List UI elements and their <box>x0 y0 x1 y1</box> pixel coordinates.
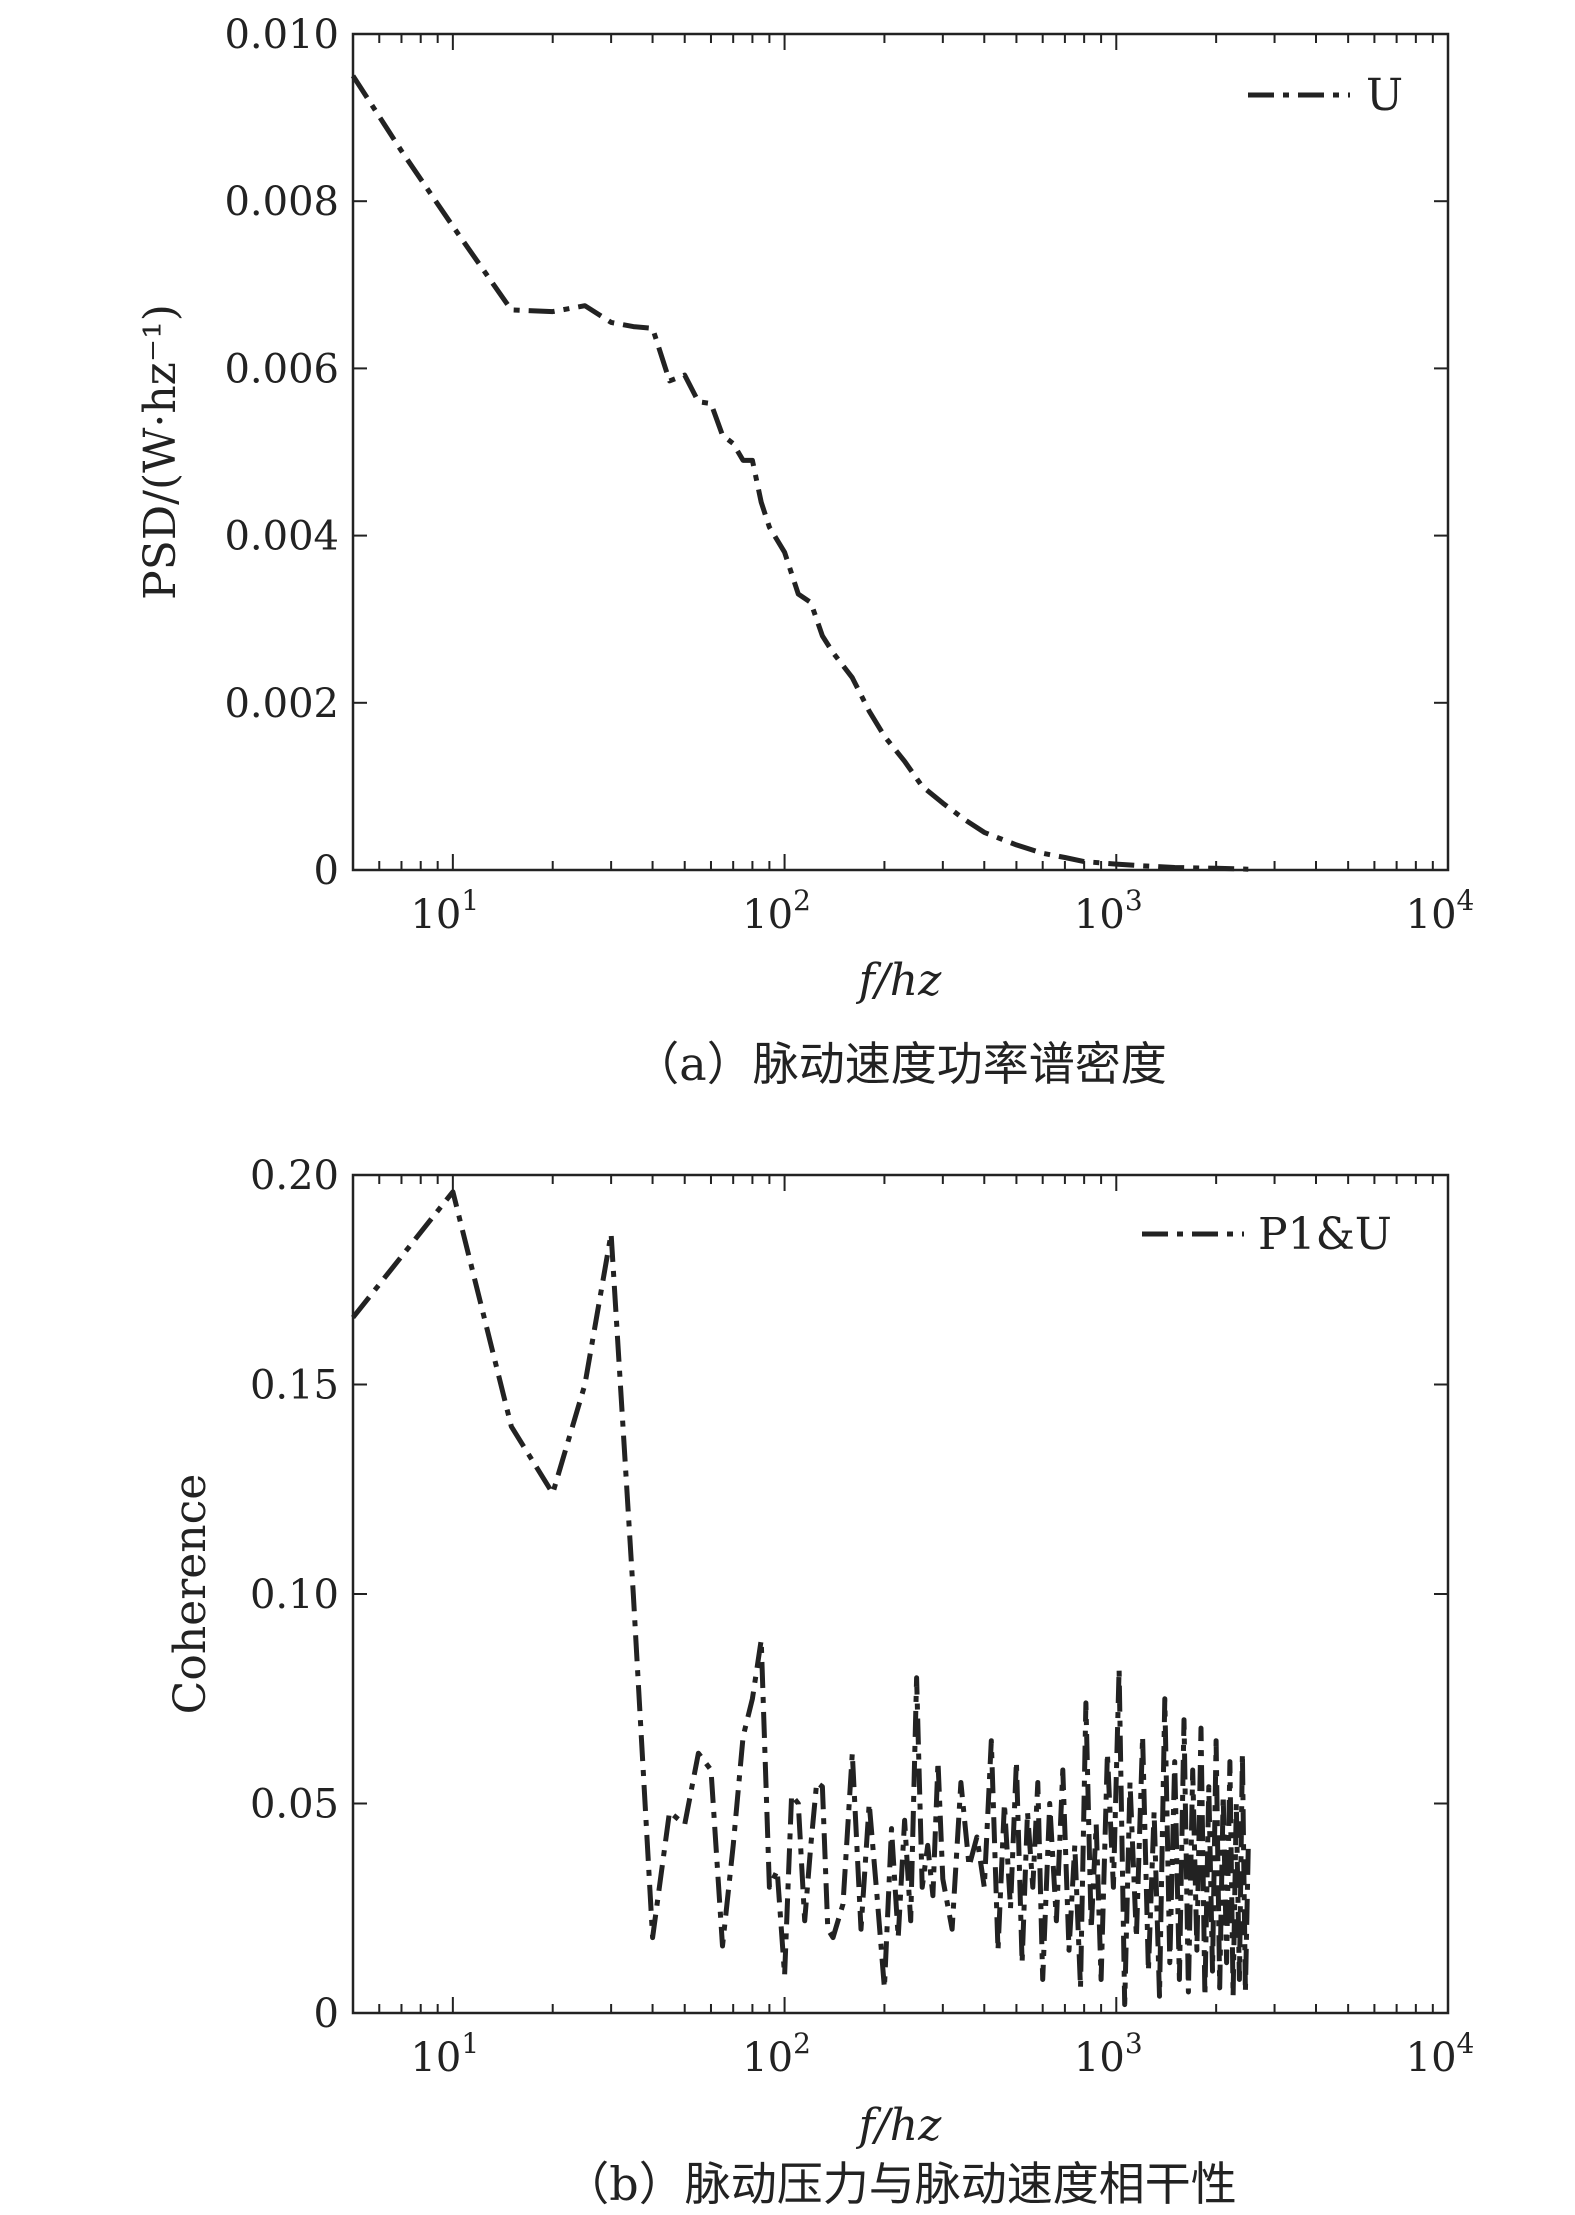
psd-x-tick-label: 101 <box>410 884 479 938</box>
coherence-y-tick-label: 0.10 <box>250 1572 339 1618</box>
coherence-x-axis: 101 102 103 104 <box>352 1175 1475 2081</box>
coherence-caption: （b）脉动压力与脉动速度相干性 <box>563 2157 1236 2211</box>
coherence-x-axis-label: f/hz <box>856 2100 942 2151</box>
psd-y-tick-label: 0 <box>314 848 339 894</box>
psd-y-tick-label: 0.004 <box>224 514 339 560</box>
psd-y-tick-label: 0.006 <box>224 346 339 392</box>
coherence-x-tick-label: 103 <box>1074 2027 1143 2081</box>
coherence-chart-panel: 0 0.05 0.10 0.15 0.20 101 102 103 104 Coherence… <box>165 1153 1474 2211</box>
coherence-legend-label-p1u: P1&U <box>1258 1209 1392 1260</box>
psd-x-axis: 101 102 103 104 <box>352 34 1475 938</box>
coherence-y-tick-label: 0.15 <box>250 1363 339 1409</box>
coherence-x-tick-label: 101 <box>410 2027 479 2081</box>
psd-x-tick-label: 102 <box>742 884 811 938</box>
psd-series-u-line <box>350 74 1249 872</box>
coherence-y-axis: 0 0.05 0.10 0.15 0.20 <box>250 1153 1448 2037</box>
coherence-y-axis-label: Coherence <box>165 1474 216 1715</box>
psd-y-tick-label: 0.008 <box>224 179 339 225</box>
psd-legend-label-u: U <box>1366 70 1403 121</box>
coherence-legend: P1&U <box>1142 1209 1392 1260</box>
psd-y-tick-label: 0.002 <box>224 681 339 727</box>
psd-chart-frame <box>351 32 1450 872</box>
psd-y-axis-label: PSD/(W·hz⁻¹) <box>135 304 186 600</box>
coherence-y-tick-label: 0.05 <box>250 1782 339 1828</box>
psd-y-axis: 0 0.002 0.004 0.006 0.008 0.010 <box>224 12 1448 894</box>
coherence-series-p1u-line <box>351 1189 1251 2008</box>
psd-y-tick-label: 0.010 <box>224 12 339 58</box>
coherence-x-tick-label: 102 <box>742 2027 811 2081</box>
coherence-y-tick-label: 0 <box>314 1991 339 2037</box>
coherence-y-tick-label: 0.20 <box>250 1153 339 1199</box>
coherence-chart-frame <box>351 1173 1450 2015</box>
coherence-x-tick-label: 104 <box>1406 2027 1475 2081</box>
psd-x-tick-label: 103 <box>1074 884 1143 938</box>
psd-caption: （a）脉动速度功率谱密度 <box>633 1037 1166 1091</box>
psd-legend: U <box>1248 70 1403 121</box>
psd-x-axis-label: f/hz <box>856 955 942 1006</box>
psd-x-tick-label: 104 <box>1406 884 1475 938</box>
